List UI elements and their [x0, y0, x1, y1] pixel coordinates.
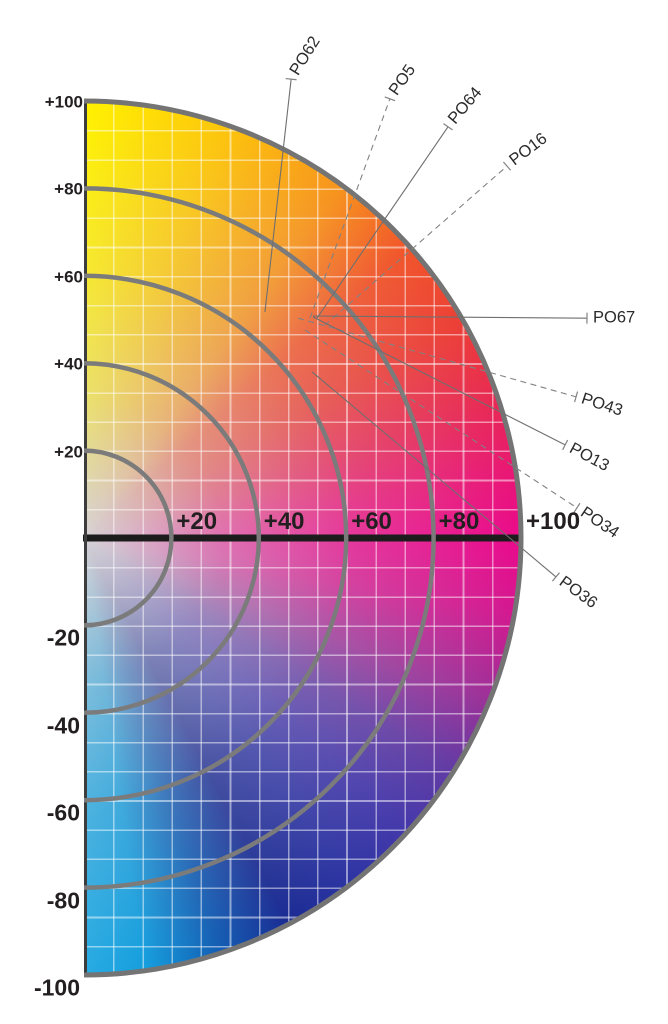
- pigment-tick-PO5: [384, 96, 396, 102]
- x-axis-label-60: +60: [351, 508, 392, 535]
- ring-80: [84, 186, 436, 890]
- x-axis-label-80: +80: [438, 508, 480, 535]
- ring-20: [84, 448, 174, 628]
- pigment-leader-PO64: [316, 126, 449, 319]
- pigment-leader-PO5: [309, 98, 391, 319]
- pigment-leader-PO36: [311, 371, 557, 578]
- ring-60: [84, 273, 349, 803]
- pigment-leader-PO67: [312, 315, 587, 319]
- x-axis-label-40: +40: [263, 508, 305, 535]
- pigment-leader-PO34: [304, 329, 578, 509]
- pigment-label-PO62: PO62: [286, 33, 324, 78]
- pigment-tick-PO36: [551, 572, 560, 582]
- y-axis-label-40: +40: [54, 354, 83, 374]
- ring-100: [84, 98, 524, 978]
- y-axis-label-100: +100: [44, 92, 83, 112]
- pigment-label-PO13: PO13: [567, 439, 613, 475]
- y-axis-label--20: -20: [46, 624, 80, 651]
- pigment-label-PO5: PO5: [385, 61, 419, 98]
- x-axis-label-100: +100: [526, 508, 581, 535]
- pigment-leader-PO62: [264, 79, 292, 313]
- pigment-leader-PO13: [312, 316, 566, 446]
- pigment-label-PO67: PO67: [593, 309, 635, 327]
- pigment-label-PO64: PO64: [444, 84, 485, 128]
- y-axis-label--60: -60: [46, 799, 80, 826]
- y-axis-label-60: +60: [54, 267, 83, 287]
- y-axis-label-80: +80: [54, 179, 83, 199]
- pigment-label-PO36: PO36: [556, 573, 601, 612]
- pigment-tick-PO34: [573, 502, 581, 513]
- pigment-tick-PO62: [285, 77, 297, 81]
- pigment-leader-PO16: [324, 165, 508, 326]
- y-axis-label-20: +20: [54, 442, 83, 462]
- pigment-label-PO43: PO43: [579, 390, 625, 420]
- y-axis-label--80: -80: [46, 887, 80, 914]
- pigment-tick-PO13: [562, 439, 569, 451]
- y-axis-label--40: -40: [46, 712, 80, 739]
- pigment-tick-PO16: [502, 161, 512, 171]
- pigment-tick-PO43: [573, 391, 579, 403]
- ring-40: [84, 361, 261, 715]
- pigment-label-PO16: PO16: [506, 129, 551, 169]
- x-axis-label-20: +20: [176, 508, 218, 535]
- pigment-tick-PO64: [443, 123, 453, 131]
- pigment-label-PO34: PO34: [577, 503, 622, 542]
- y-axis-label--100: -100: [33, 974, 80, 1001]
